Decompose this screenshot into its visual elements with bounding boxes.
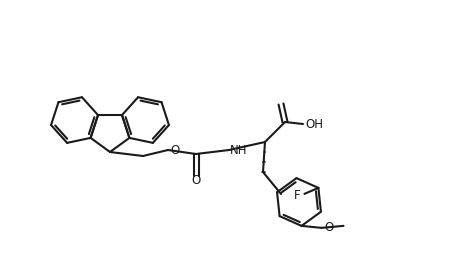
Text: F: F — [294, 189, 300, 202]
Text: NH: NH — [230, 143, 248, 157]
Text: O: O — [191, 174, 201, 188]
Text: O: O — [324, 221, 334, 234]
Text: OH: OH — [305, 117, 323, 131]
Text: O: O — [170, 143, 179, 157]
